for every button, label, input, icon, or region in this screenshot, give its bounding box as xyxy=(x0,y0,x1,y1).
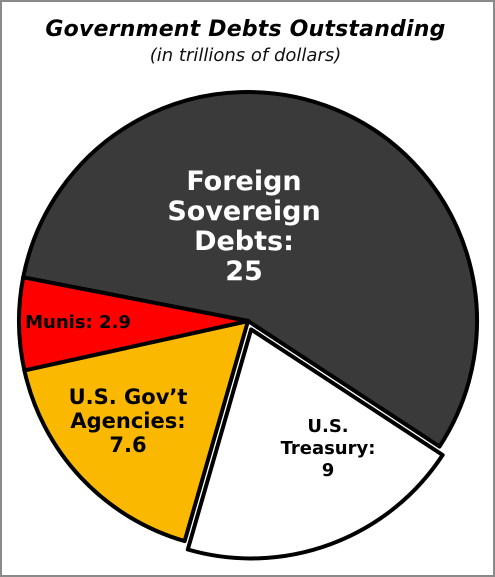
slice-label: Agencies: xyxy=(70,409,185,433)
pie-slice xyxy=(17,275,250,373)
slice-label: Debts: xyxy=(194,226,294,257)
slice-label: Munis: 2.9 xyxy=(25,312,131,333)
slice-label: Foreign xyxy=(186,166,301,197)
pie-slice xyxy=(185,327,445,561)
slice-label: 7.6 xyxy=(109,433,146,457)
slice-label: U.S. Gov’t xyxy=(69,385,188,409)
chart-title: Government Debts Outstanding xyxy=(45,17,446,42)
slice-label: 9 xyxy=(322,460,335,481)
chart-subtitle: (in trillions of dollars) xyxy=(149,45,342,66)
pie-slice xyxy=(22,319,250,544)
pie-slice xyxy=(21,90,479,449)
slice-label: Sovereign xyxy=(167,196,320,227)
slice-label: Treasury: xyxy=(281,438,376,459)
slice-label: U.S. xyxy=(307,416,348,437)
slice-label: 25 xyxy=(225,256,263,287)
